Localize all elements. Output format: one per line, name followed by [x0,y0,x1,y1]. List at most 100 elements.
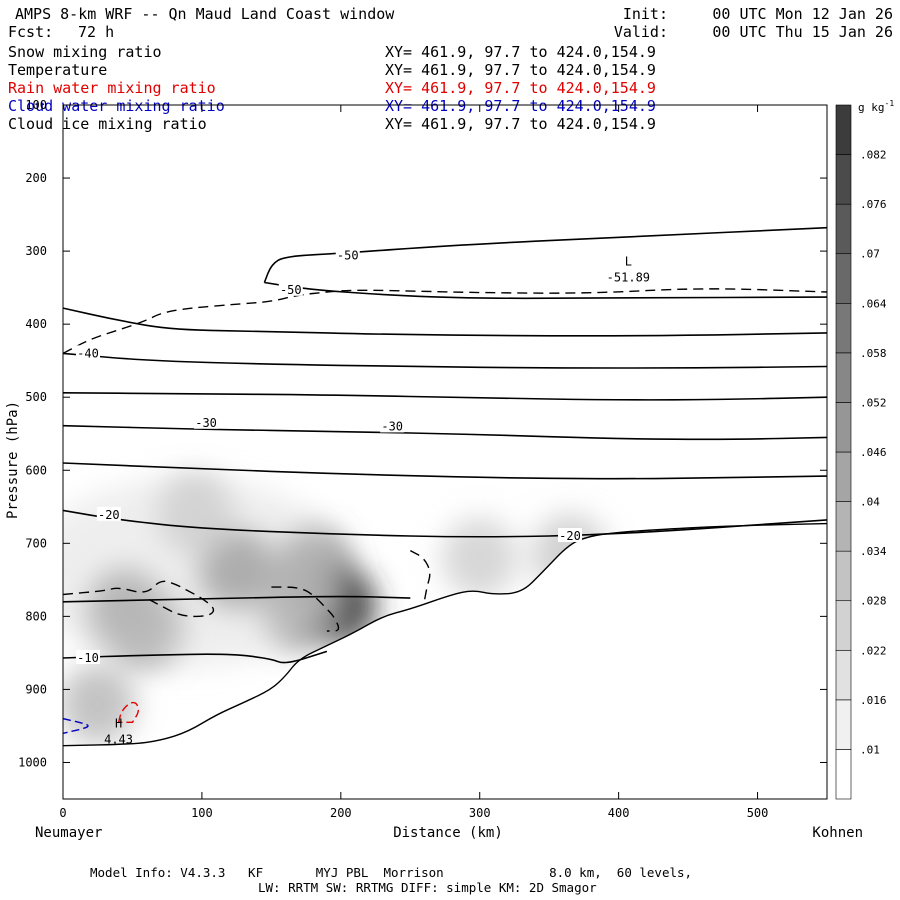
field-name: Cloud ice mixing ratio [8,115,207,133]
extremum-marker: H [115,716,122,730]
isotherm-label: -30 [381,419,403,433]
colorbar-swatch [835,501,852,552]
contour-label-bg [96,506,121,521]
isotherm-label: -30 [195,416,217,430]
init-label: Init: [623,5,668,23]
isotherm-line [63,352,827,369]
extremum-marker: L [625,255,632,269]
colorbar-unit: g kg-1 [858,99,894,114]
extremum-value: 4.43 [104,732,133,746]
isotherm-line [63,509,827,538]
valid-label: Valid: [614,23,668,41]
cloud-ice-cell [409,549,431,602]
colorbar-swatch [835,253,852,304]
colorbar-label: .01 [860,743,880,756]
isotherm-label: -20 [559,529,581,543]
field-xy: XY= 461.9, 97.7 to 424.0,154.9 [385,79,656,97]
y-tick-label-top: 100 [25,98,47,112]
y-tick-label: 1000 [18,755,47,769]
x-axis-title: Distance (km) [393,825,503,841]
colorbar-label: .058 [860,347,887,360]
colorbar-label: .052 [860,396,887,409]
field-name: Snow mixing ratio [8,43,162,61]
colorbar-swatch [835,302,852,354]
colorbar-swatch [835,203,852,255]
y-axis-title: Pressure (hPa) [5,401,21,519]
colorbar-label: .07 [860,248,880,261]
x-tick-label: 200 [330,806,352,820]
fcst-label: Fcst: [8,23,53,41]
footer-physics-info: LW: RRTM SW: RRTMG DIFF: simple KM: 2D S… [258,880,597,895]
colorbar-label: .028 [860,595,887,608]
field-xy: XY= 461.9, 97.7 to 424.0,154.9 [385,61,656,79]
isotherm-line [63,650,328,664]
y-tick-label: 600 [25,463,47,477]
terrain [63,522,827,799]
terrain-fill [63,523,827,799]
colorbar-swatch [835,352,852,403]
colorbar-swatch [835,550,852,602]
field-legend: Snow mixing ratio XY= 461.9, 97.7 to 424.… [8,43,656,133]
terrain-surface-line [63,522,827,747]
fcst-value: 72 h [78,23,114,41]
contour-label-bg [76,650,101,665]
snow-blob [63,664,136,745]
field-xy: XY= 461.9, 97.7 to 424.0,154.9 [385,97,656,115]
field-name: Cloud water mixing ratio [8,97,225,115]
isotherm-line [63,307,827,337]
colorbar: .01 .016 .022 .028 .034 .04 .046 .052 .058 .064 .0… [835,104,887,800]
init-value: 00 UTC Mon 12 Jan 26 [712,5,893,23]
x-tick-label: 400 [608,806,630,820]
field-xy: XY= 461.9, 97.7 to 424.0,154.9 [385,43,656,61]
contour-label-bg [278,281,303,296]
isotherm-line [263,226,827,283]
colorbar-label: .022 [860,644,887,657]
x-tick-label: 100 [191,806,213,820]
colorbar-swatch [835,451,852,502]
colorbar-swatch [835,699,852,750]
cloud-ice-contour [63,288,827,355]
isotherm-label: -40 [77,346,99,360]
isotherm-label: -10 [77,651,99,665]
cloud-ice-cell [63,580,215,618]
y-tick-label: 900 [25,682,47,696]
left-end-label: Neumayer [35,825,102,841]
isotherm-label: -20 [98,508,120,522]
plot-area: 0 100 200 300 400 500 200 300 400 500 600 700 800 900… [18,98,828,820]
footer-model-info: Model Info: V4.3.3 KF MYJ PBL Morrison 8… [90,865,692,880]
isotherm-line [63,392,827,401]
isotherm-line [63,595,411,603]
y-tick-label: 300 [25,244,47,258]
field-name: Temperature [8,61,107,79]
colorbar-label: .064 [860,297,887,310]
contour-label-bg [380,418,405,433]
colorbar-label: .076 [860,198,887,211]
colorbar-swatch [835,749,852,800]
colorbar-unit-text: g kg [858,101,885,114]
contour-labels: -50 -50 -40 -30 -30 -20 -20 -10 L -51.89 H 4.43 [76,247,650,746]
y-tick-label: 500 [25,390,47,404]
axes: 0 100 200 300 400 500 200 300 400 500 600 700 800 900… [18,98,827,820]
colorbar-label: .04 [860,496,880,509]
snow-blob [441,517,518,598]
colorbar-swatch [835,402,852,453]
colorbar-label: .046 [860,446,887,459]
valid-value: 00 UTC Thu 15 Jan 26 [712,23,893,41]
x-tick-label: 500 [747,806,769,820]
rain-contour [117,701,140,723]
extremum-value: -51.89 [607,271,650,285]
colorbar-label: .034 [860,545,887,558]
contour-label-bg [194,414,219,429]
cloud-ice-cell [271,586,340,632]
field-xy: XY= 461.9, 97.7 to 424.0,154.9 [385,115,656,133]
right-end-label: Kohnen [812,825,863,841]
x-tick-label: 0 [59,806,66,820]
colorbar-swatch [835,154,852,205]
isotherm-label: -50 [337,248,359,262]
colorbar-unit-exp: -1 [885,99,895,108]
x-tick-label: 300 [469,806,491,820]
contours [63,226,827,734]
colorbar-label: .082 [860,149,887,162]
colorbar-swatch [835,104,852,155]
